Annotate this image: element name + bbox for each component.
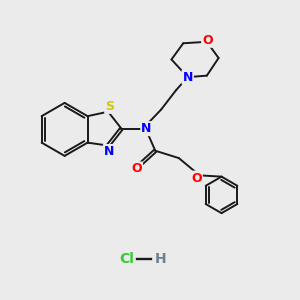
Text: H: H: [154, 252, 166, 266]
Text: S: S: [105, 100, 114, 113]
Text: O: O: [131, 163, 142, 176]
Text: N: N: [104, 145, 114, 158]
Text: O: O: [191, 172, 202, 184]
Text: O: O: [202, 34, 213, 47]
Text: N: N: [182, 70, 193, 84]
Text: N: N: [141, 122, 152, 135]
Text: Cl: Cl: [119, 252, 134, 266]
